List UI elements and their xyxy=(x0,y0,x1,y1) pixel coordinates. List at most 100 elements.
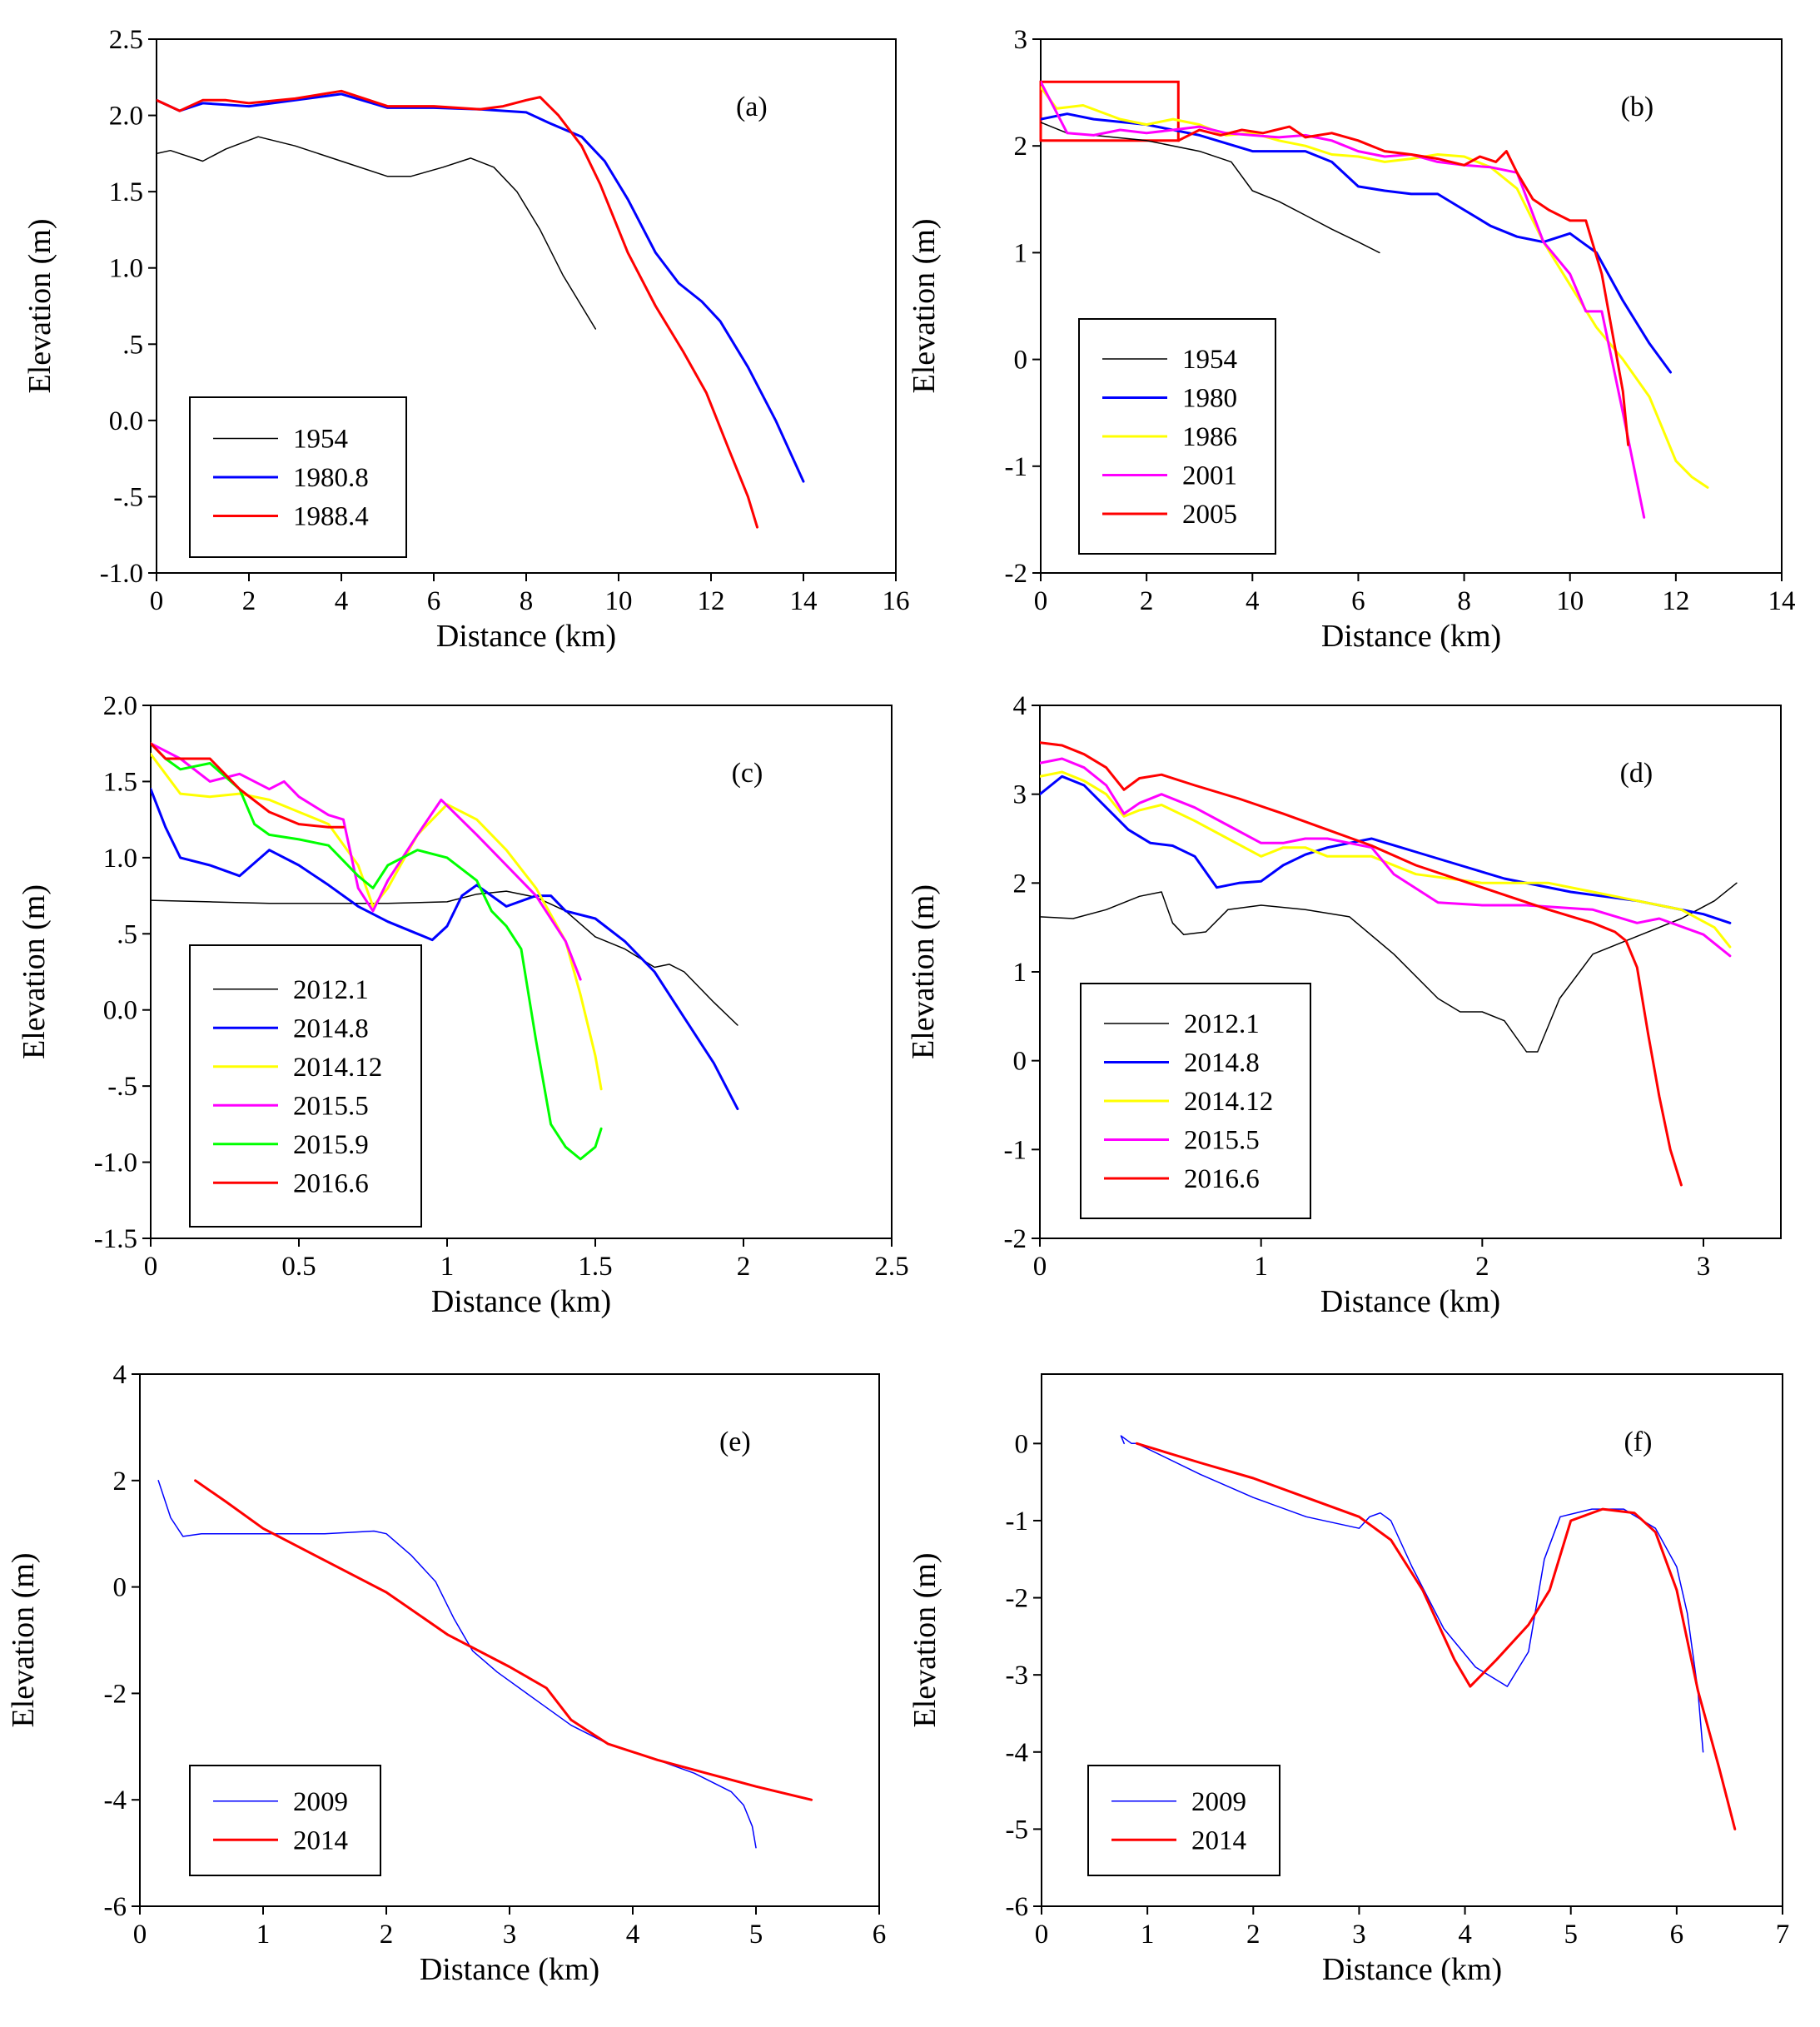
x-tick-label: 3 xyxy=(1352,1920,1366,1950)
x-tick-label: 1 xyxy=(440,1252,455,1282)
panel-3: 0 1 2 3 -2 -1 0 1 2 3 4 Distance (km) Elevation (m) (… xyxy=(906,691,1782,1319)
y-tick-label: .5 xyxy=(117,919,137,949)
x-tick-label: 6 xyxy=(1351,586,1365,616)
series-line-1980.8 xyxy=(157,92,805,483)
y-tick-label: 1 xyxy=(1013,958,1027,988)
series-line-1988.4 xyxy=(157,89,758,529)
x-tick-label: 2.5 xyxy=(874,1252,908,1282)
x-tick-label: 1.5 xyxy=(578,1252,612,1282)
x-tick-label: 14 xyxy=(1768,586,1796,616)
y-axis-label: Elevation (m) xyxy=(17,884,52,1059)
series-line-2014 xyxy=(194,1479,813,1801)
y-tick-label: .5 xyxy=(122,330,143,360)
x-tick-label: 8 xyxy=(520,586,534,616)
panel-label: (d) xyxy=(1620,758,1653,789)
legend-label: 2014.12 xyxy=(1184,1087,1273,1117)
series-line-2014.8 xyxy=(151,788,739,1111)
series-line-2009 xyxy=(1120,1435,1704,1753)
y-tick-label: 1.0 xyxy=(109,254,143,284)
y-tick-label: -4 xyxy=(104,1785,127,1815)
series-group xyxy=(1040,741,1738,1187)
legend-label: 1980 xyxy=(1182,384,1237,414)
plot-frame xyxy=(150,705,893,1239)
series-line-2001 xyxy=(1041,80,1646,519)
x-tick-label: 0 xyxy=(150,586,164,616)
x-tick-label: 2 xyxy=(1140,586,1154,616)
x-tick-label: 4 xyxy=(626,1920,640,1950)
legend: 1954 1980.8 1988.4 xyxy=(189,396,407,558)
plot-frame xyxy=(1040,38,1783,574)
x-tick-label: 10 xyxy=(1556,586,1584,616)
y-tick-label: 4 xyxy=(113,1360,127,1390)
y-tick-label: -2 xyxy=(1006,1584,1029,1614)
y-tick-label: -1.0 xyxy=(94,1148,137,1178)
series-line-1954 xyxy=(157,136,597,330)
y-tick-label: 3 xyxy=(1014,25,1028,55)
panel-5: 0 1 2 3 4 5 6 7 -6 -5 -4 -3 -2 -1 0 Distance (km) Elevat… xyxy=(908,1373,1790,1987)
legend-label: 1986 xyxy=(1182,422,1237,452)
legend-label: 2014 xyxy=(293,1825,348,1855)
y-tick-label: 2.0 xyxy=(109,102,143,132)
series-line-2014.12 xyxy=(1040,770,1732,949)
y-axis-label: Elevation (m) xyxy=(906,884,941,1059)
legend-label: 1988.4 xyxy=(293,502,369,532)
x-tick-label: 5 xyxy=(749,1920,763,1950)
series-group xyxy=(157,1479,813,1849)
legend-label: 2012.1 xyxy=(293,975,369,1005)
panel-0: 0 2 4 6 8 10 12 14 16 -1.0 -.5 0.0 .5 1.0 1.5 2.0 2.5 Dis… xyxy=(22,25,910,654)
legend-box xyxy=(1087,1765,1280,1876)
panel-2: 0 0.5 1 1.5 2 2.5 -1.5 -1.0 -.5 0.0 .5 1.0 1.5 2.0 Dis… xyxy=(17,691,909,1319)
y-tick-label: 3 xyxy=(1013,780,1027,810)
y-tick-label: -.5 xyxy=(107,1072,137,1102)
y-tick-label: -2 xyxy=(1005,559,1028,589)
x-tick-label: 0.5 xyxy=(281,1252,316,1282)
x-tick-label: 0 xyxy=(144,1252,158,1282)
x-tick-label: 6 xyxy=(873,1920,887,1950)
y-tick-label: 1.5 xyxy=(109,177,143,207)
series-group xyxy=(157,89,805,529)
x-tick-label: 16 xyxy=(883,586,910,616)
x-tick-label: 0 xyxy=(1033,1252,1047,1282)
legend: 2012.1 2014.8 2014.12 2015.5 2016.6 xyxy=(1080,983,1311,1219)
y-tick-label: -1.5 xyxy=(94,1224,137,1254)
legend-label: 2014 xyxy=(1191,1825,1246,1855)
x-tick-label: 3 xyxy=(503,1920,517,1950)
x-tick-label: 6 xyxy=(427,586,441,616)
x-tick-label: 2 xyxy=(380,1920,394,1950)
y-tick-label: 2 xyxy=(1013,869,1027,899)
y-tick-label: 2 xyxy=(1014,132,1028,162)
y-tick-label: 0 xyxy=(1014,346,1028,376)
y-tick-label: -4 xyxy=(1006,1738,1029,1768)
panel-label: (b) xyxy=(1621,92,1654,122)
legend-label: 2005 xyxy=(1182,500,1237,530)
x-axis-label: Distance (km) xyxy=(1320,1284,1500,1319)
panel-label: (e) xyxy=(719,1427,751,1457)
panel-label: (a) xyxy=(736,92,768,122)
series-line-2015.5 xyxy=(1040,757,1732,958)
legend-label: 2016.6 xyxy=(1184,1164,1260,1194)
legend-label: 2015.9 xyxy=(293,1130,369,1160)
x-tick-label: 10 xyxy=(605,586,633,616)
x-tick-label: 3 xyxy=(1697,1252,1711,1282)
x-tick-label: 2 xyxy=(737,1252,751,1282)
x-axis-label: Distance (km) xyxy=(1321,619,1501,654)
x-tick-label: 0 xyxy=(1034,586,1048,616)
series-line-2015.5 xyxy=(151,742,582,981)
series-line-2012.1 xyxy=(1040,882,1738,1053)
x-tick-label: 7 xyxy=(1776,1920,1790,1950)
legend-label: 2015.5 xyxy=(1184,1126,1260,1156)
plot-frame xyxy=(1041,1373,1783,1907)
y-tick-label: -6 xyxy=(1006,1892,1029,1922)
legend-label: 1980.8 xyxy=(293,463,369,493)
series-line-2005 xyxy=(1176,125,1630,446)
series-line-2009 xyxy=(157,1480,757,1849)
legend: 2012.1 2014.8 2014.12 2015.5 2015.9 2016.6 xyxy=(189,944,422,1228)
legend-label: 2015.5 xyxy=(293,1091,369,1121)
panel-label: (f) xyxy=(1624,1427,1652,1457)
x-tick-label: 6 xyxy=(1670,1920,1684,1950)
x-axis-label: Distance (km) xyxy=(431,1284,611,1319)
x-axis-label: Distance (km) xyxy=(1322,1952,1502,1987)
series-line-1980 xyxy=(1041,112,1672,374)
series-group xyxy=(1120,1435,1737,1830)
